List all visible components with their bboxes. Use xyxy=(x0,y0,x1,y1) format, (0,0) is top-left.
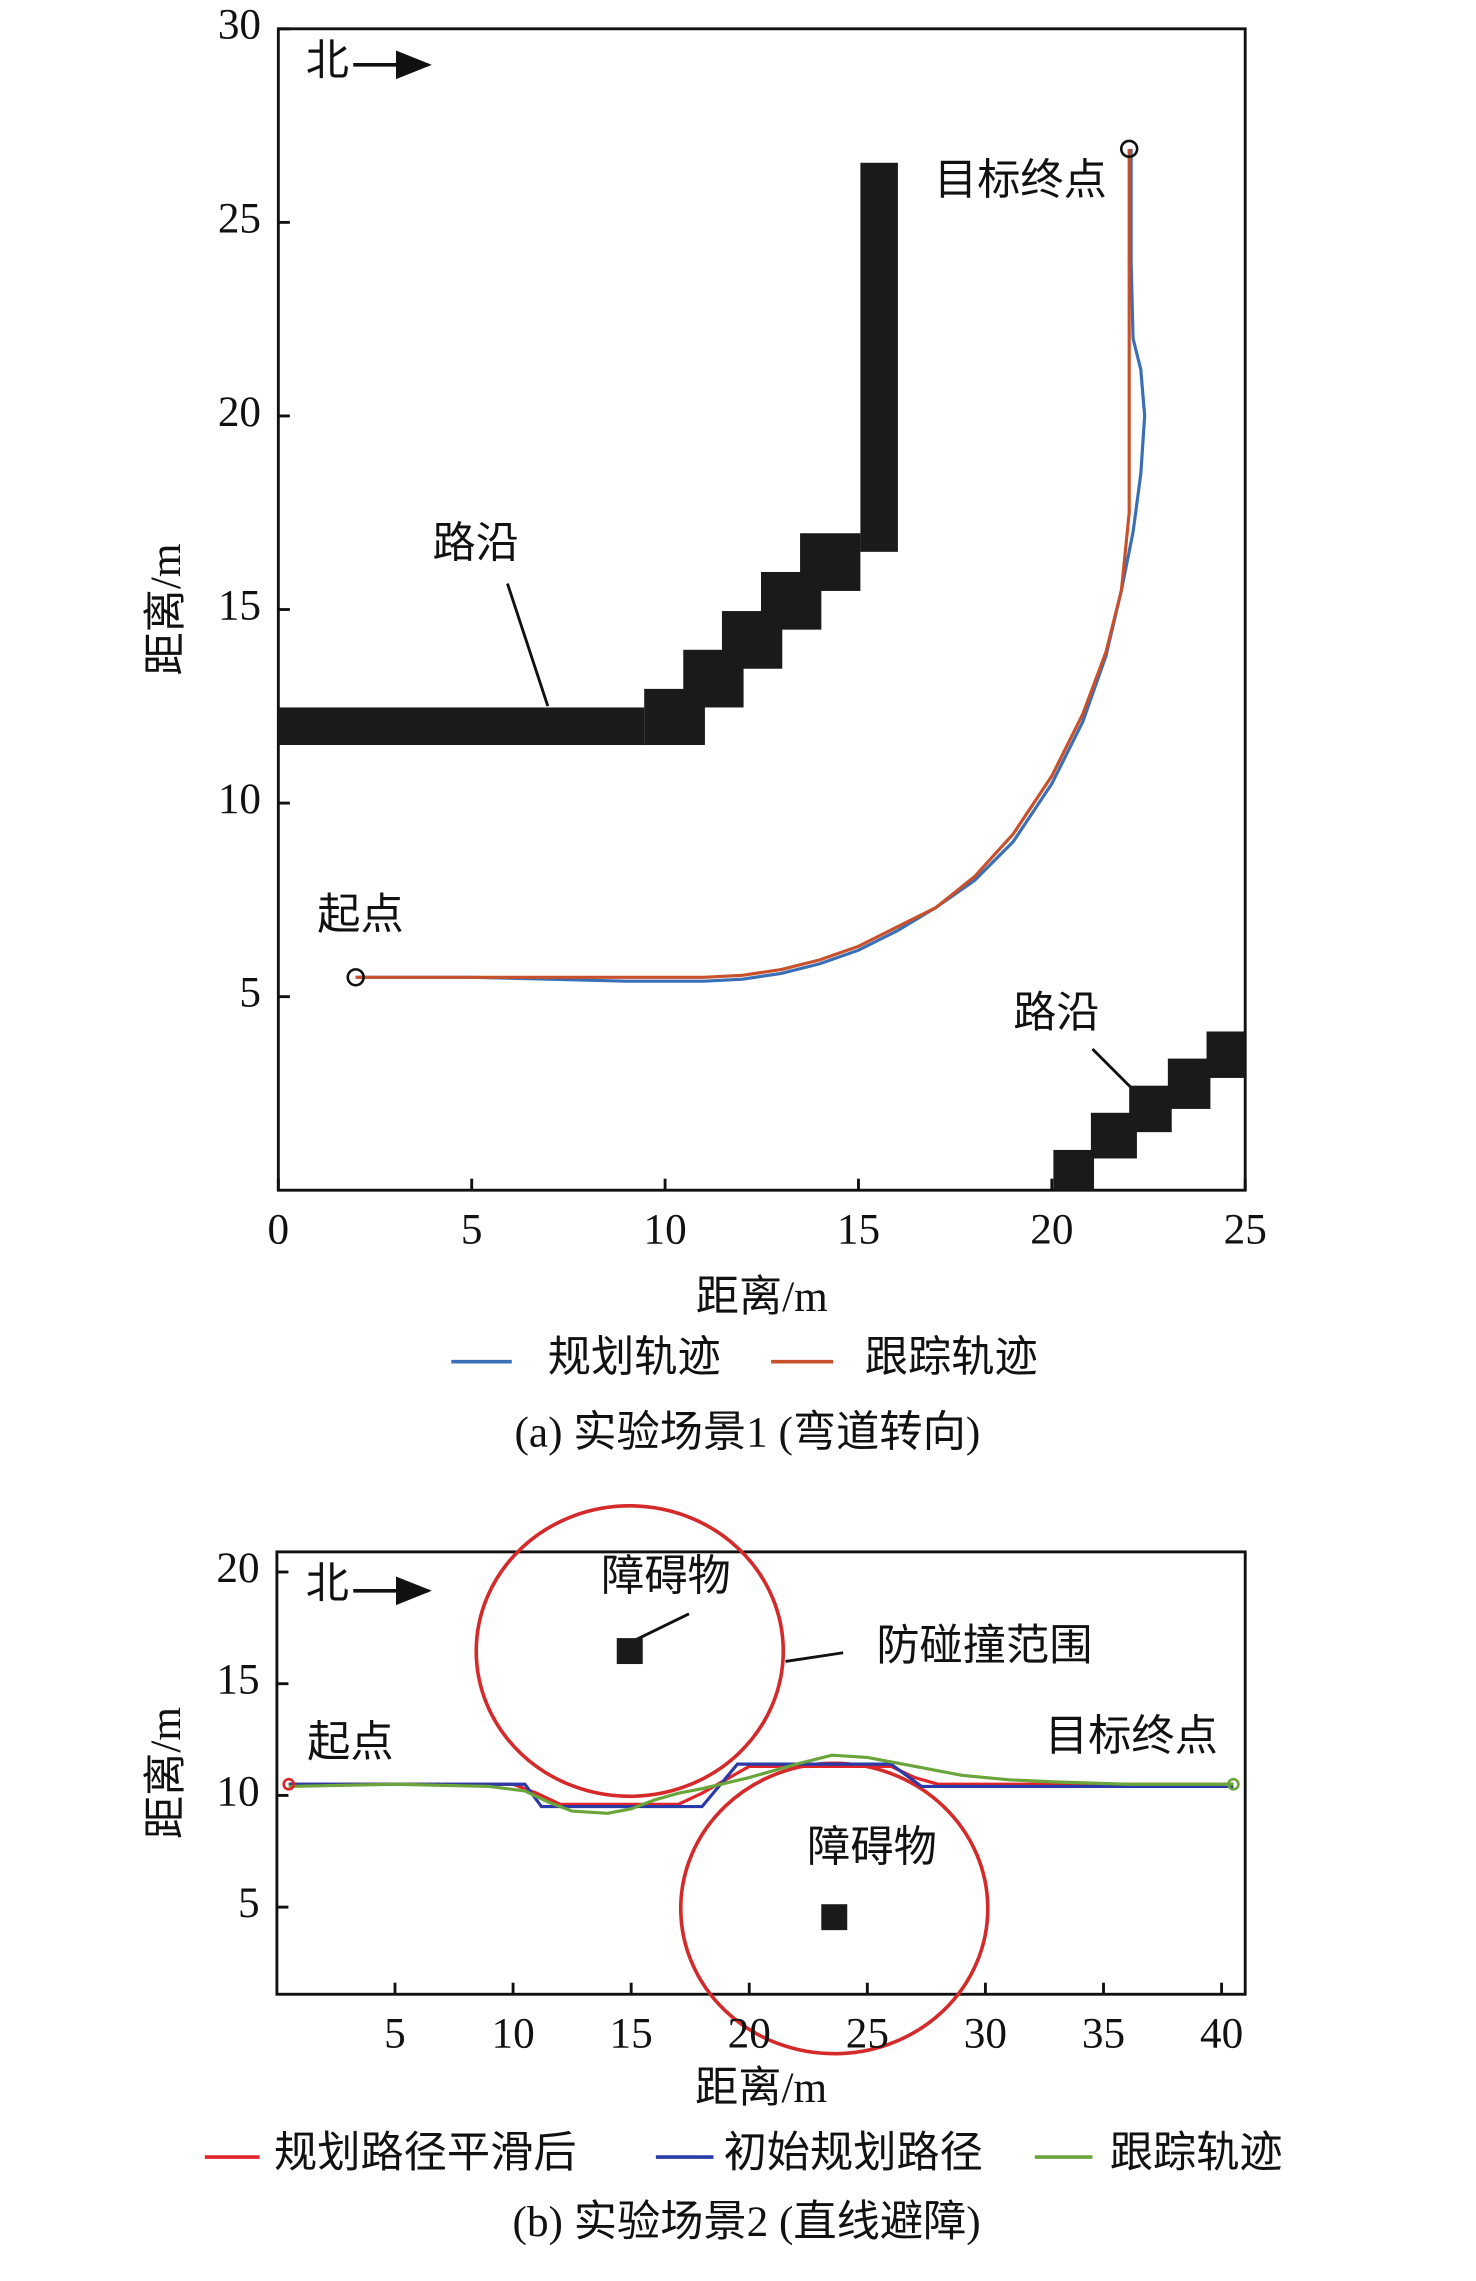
y-tick-label: 15 xyxy=(216,1656,259,1704)
y-tick-label: 10 xyxy=(218,775,261,823)
x-tick-label: 40 xyxy=(1200,2009,1243,2057)
legend-label: 跟踪轨迹 xyxy=(865,1334,1038,1382)
annotation: 起点 xyxy=(317,891,403,939)
x-tick-label: 5 xyxy=(461,1205,483,1253)
y-tick-label: 5 xyxy=(239,969,261,1017)
annotation: 目标终点 xyxy=(934,156,1107,204)
annotation: 起点 xyxy=(307,1718,393,1766)
x-tick-label: 30 xyxy=(964,2009,1007,2057)
y-tick-label: 20 xyxy=(216,1544,259,1592)
x-axis-title: 距离/m xyxy=(695,2064,827,2112)
annotation: 北 xyxy=(306,1560,349,1608)
endpoint-marker xyxy=(282,1777,296,1791)
x-tick-label: 35 xyxy=(1082,2009,1125,2057)
annotation: 防碰撞范围 xyxy=(876,1622,1092,1670)
obstacle xyxy=(1129,1085,1172,1133)
annotation: 障碍物 xyxy=(601,1553,731,1601)
y-axis-title: 距离/m xyxy=(142,1707,190,1839)
plot-frame xyxy=(275,1550,1247,1996)
endpoint-marker xyxy=(1227,1777,1240,1791)
annotation: 北 xyxy=(306,37,349,85)
y-tick-label: 25 xyxy=(218,194,261,242)
x-tick-label: 20 xyxy=(1030,1205,1073,1253)
caption: (a) 实验场景1 (弯道转向) xyxy=(514,1409,980,1457)
x-tick-label: 15 xyxy=(610,2009,653,2057)
obstacle xyxy=(1167,1058,1211,1109)
endpoint-marker xyxy=(346,968,365,987)
safety-zone xyxy=(474,1504,786,1799)
obstacle xyxy=(821,1904,848,1931)
leader-line xyxy=(506,583,550,707)
series-line xyxy=(355,148,1147,983)
obstacle xyxy=(1053,1149,1094,1191)
obstacle xyxy=(278,707,645,746)
obstacle xyxy=(616,1638,643,1665)
obstacle xyxy=(1206,1031,1246,1078)
y-tick-label: 5 xyxy=(238,1879,260,1927)
legend-label: 规划轨迹 xyxy=(548,1334,721,1382)
caption: (b) 实验场景2 (直线避障) xyxy=(513,2198,981,2246)
annotation: 路沿 xyxy=(1013,989,1099,1037)
x-axis-title: 距离/m xyxy=(696,1273,828,1321)
x-tick-label: 5 xyxy=(384,2009,406,2057)
y-tick-label: 30 xyxy=(218,1,261,49)
annotation: 路沿 xyxy=(433,519,519,567)
annotation: 目标终点 xyxy=(1045,1713,1218,1761)
endpoint-marker xyxy=(1119,139,1139,159)
x-tick-label: 25 xyxy=(1224,1205,1267,1253)
x-tick-label: 0 xyxy=(268,1205,290,1253)
x-tick-label: 10 xyxy=(491,2009,534,2057)
y-tick-label: 20 xyxy=(218,388,261,436)
legend-label: 跟踪轨迹 xyxy=(1110,2129,1283,2177)
y-tick-label: 15 xyxy=(218,581,261,629)
x-tick-label: 25 xyxy=(846,2009,889,2057)
leader-line xyxy=(635,1612,690,1642)
series-line xyxy=(288,1753,1234,1815)
legend-label: 初始规划路径 xyxy=(724,2129,983,2177)
annotation: 障碍物 xyxy=(807,1824,937,1872)
leader-line xyxy=(1091,1047,1136,1092)
obstacle xyxy=(860,162,898,552)
x-tick-label: 15 xyxy=(837,1205,880,1253)
series-line xyxy=(355,148,1131,979)
legend-label: 规划路径平滑后 xyxy=(274,2129,577,2177)
y-tick-label: 10 xyxy=(216,1767,259,1815)
leader-line xyxy=(785,1651,844,1663)
x-tick-label: 20 xyxy=(728,2009,771,2057)
x-tick-label: 10 xyxy=(643,1205,686,1253)
obstacle xyxy=(800,533,861,591)
y-axis-title: 距离/m xyxy=(142,543,190,675)
